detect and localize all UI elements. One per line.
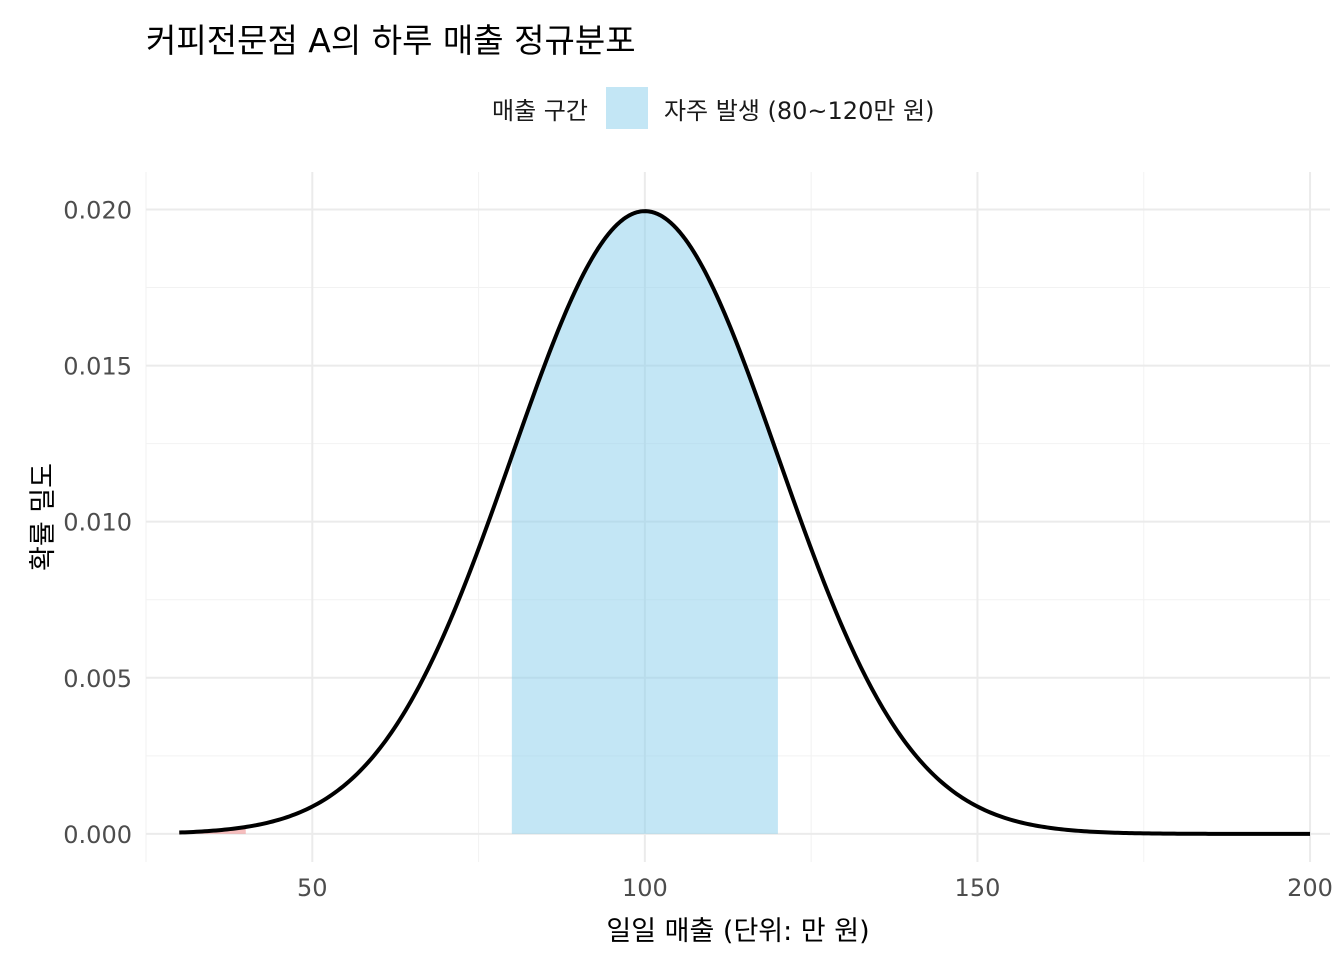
y-tick-label: 0.005 xyxy=(63,665,132,693)
y-tick-label: 0.020 xyxy=(63,196,132,224)
legend-label-frequent: 자주 발생 (80~120만 원) xyxy=(663,96,935,125)
y-axis-title: 확률 밀도 xyxy=(28,463,59,571)
density-curve xyxy=(179,209,1311,836)
x-axis-ticks: 50 100 150 200 xyxy=(297,874,1333,902)
legend: 매출 구간 자주 발생 (80~120만 원) xyxy=(492,86,935,130)
x-tick-label: 200 xyxy=(1287,874,1333,902)
x-tick-label: 100 xyxy=(622,874,668,902)
y-tick-label: 0.015 xyxy=(63,353,132,381)
legend-key-frequent xyxy=(605,87,648,129)
shaded-region-0 xyxy=(511,211,778,834)
legend-title: 매출 구간 xyxy=(492,96,588,125)
y-tick-label: 0.000 xyxy=(63,821,132,849)
chart-title: 커피전문점 A의 하루 매출 정규분포 xyxy=(146,21,636,60)
x-tick-label: 150 xyxy=(955,874,1001,902)
x-tick-label: 50 xyxy=(297,874,328,902)
y-tick-label: 0.010 xyxy=(63,509,132,537)
y-axis-ticks: 0.000 0.005 0.010 0.015 0.020 xyxy=(63,196,132,848)
x-axis-title: 일일 매출 (단위: 만 원) xyxy=(606,916,869,947)
